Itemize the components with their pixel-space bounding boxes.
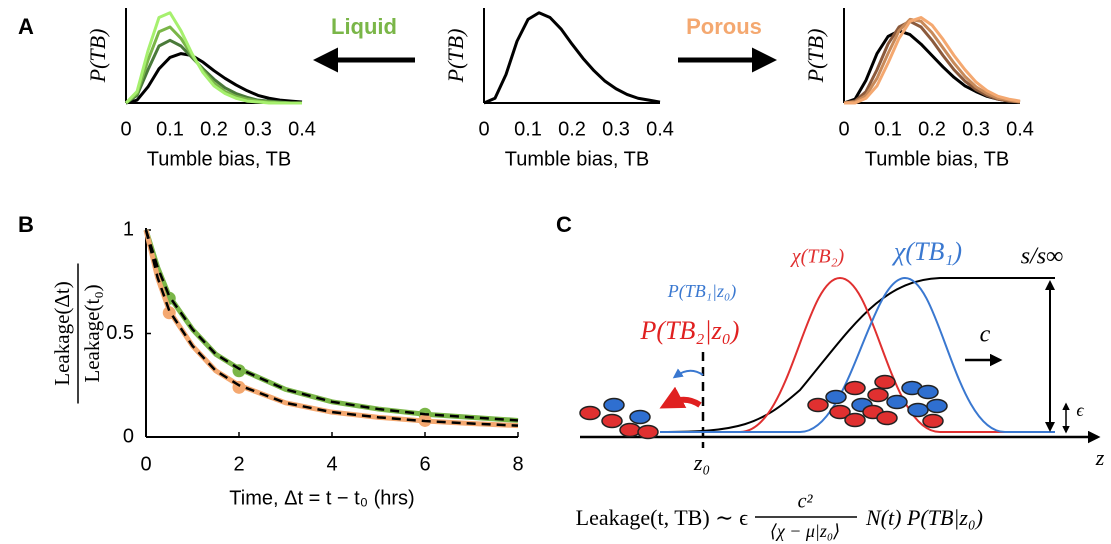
formula-right: N(t) P(TB|z₀) <box>865 505 983 530</box>
formula-numerator: c² <box>798 491 814 513</box>
panel-label: C <box>556 212 572 237</box>
x-tick-label: 0 <box>838 118 849 140</box>
panel-label: B <box>18 212 34 237</box>
series-line <box>483 11 661 105</box>
x-axis-label: Tumble bias, TB <box>505 148 650 170</box>
blue-arrow <box>672 368 704 379</box>
formula-left: Leakage(t, TB) ∼ ϵ <box>576 505 748 530</box>
x-tick-label: 2 <box>233 453 244 475</box>
cell <box>844 380 866 396</box>
z0-label: z₀ <box>693 450 710 475</box>
cell <box>874 374 896 390</box>
x-tick-label: 0.1 <box>874 118 902 140</box>
liquid-label: Liquid <box>331 14 397 39</box>
x-tick-label: 0.1 <box>156 118 184 140</box>
cell <box>619 422 641 438</box>
c-label: c <box>980 322 991 348</box>
x-tick-label: 0 <box>140 453 151 475</box>
series-line <box>143 229 519 423</box>
cell <box>886 394 908 410</box>
y-tick-label: 0 <box>123 425 134 447</box>
formula-denominator: ⟨χ − μ|z₀⟩ <box>770 521 840 541</box>
x-tick-label: 4 <box>326 453 337 475</box>
cell <box>829 404 851 420</box>
y-axis-label: P(TB) <box>85 29 110 84</box>
cell <box>825 389 847 405</box>
chi-tb2: χ(TB₂) <box>790 246 845 268</box>
cell <box>922 413 944 429</box>
y-axis-label: P(TB) <box>803 29 828 84</box>
x-tick-label: 0.4 <box>288 118 316 140</box>
y-label-denominator: Leakage(t₀) <box>80 284 104 382</box>
series-line <box>143 229 519 429</box>
cell <box>926 398 948 414</box>
x-tick-label: 0.2 <box>200 118 228 140</box>
fit-line <box>144 229 519 422</box>
y-axis-label: P(TB) <box>443 29 468 84</box>
x-tick-label: 0.4 <box>646 118 674 140</box>
y-tick-label: 0.5 <box>106 322 134 344</box>
series-line <box>843 17 1021 105</box>
epsilon-label: ϵ <box>1076 400 1084 420</box>
chi-tb1: χ(TB₁) <box>891 237 962 266</box>
y-tick-label: 1 <box>123 218 134 240</box>
panel-label: A <box>18 14 34 39</box>
cell <box>629 409 651 425</box>
y-axis-label: Leakage(Δt) Leakage(t₀) <box>50 263 104 404</box>
x-tick-label: 0.3 <box>602 118 630 140</box>
x-axis-label: Time, Δt = t − t₀ (hrs) <box>229 487 414 509</box>
cell <box>579 405 601 421</box>
x-tick-label: 0.3 <box>962 118 990 140</box>
cell <box>917 384 939 400</box>
z-label: z <box>1095 445 1105 470</box>
cell <box>844 412 866 428</box>
x-tick-label: 8 <box>512 453 523 475</box>
x-tick-label: 0.2 <box>558 118 586 140</box>
diagram: χ(TB₂) χ(TB₁) s/s∞ P(TB₁|z₀) P(TB₂|z₀) c… <box>576 237 1105 541</box>
red-arrow <box>659 386 702 409</box>
p-tb2: P(TB₂|z₀) <box>640 316 740 345</box>
x-tick-label: 6 <box>419 453 430 475</box>
cell <box>807 397 829 413</box>
x-tick-label: 0 <box>478 118 489 140</box>
concentration-curve <box>659 277 1055 433</box>
series-line <box>844 16 1021 105</box>
s-ratio: s/s∞ <box>1021 244 1063 270</box>
chi-tb2-curve <box>739 276 1055 433</box>
fit-line <box>144 229 519 427</box>
series-line <box>124 11 302 105</box>
cell <box>907 402 929 418</box>
cell <box>601 413 623 429</box>
x-tick-label: 0.3 <box>244 118 272 140</box>
x-tick-label: 0.2 <box>918 118 946 140</box>
x-axis-label: Tumble bias, TB <box>865 148 1010 170</box>
y-label-numerator: Leakage(Δt) <box>50 281 74 385</box>
x-tick-label: 0 <box>120 118 131 140</box>
cell <box>603 397 625 413</box>
x-tick-label: 0.1 <box>514 118 542 140</box>
x-axis-label: Tumble bias, TB <box>147 148 292 170</box>
cell <box>867 387 889 403</box>
p-tb1: P(TB₁|z₀) <box>667 281 736 302</box>
cell <box>637 424 659 440</box>
x-tick-label: 0.4 <box>1006 118 1034 140</box>
cell <box>876 410 898 426</box>
series-line <box>125 52 303 105</box>
porous-label: Porous <box>686 14 762 39</box>
